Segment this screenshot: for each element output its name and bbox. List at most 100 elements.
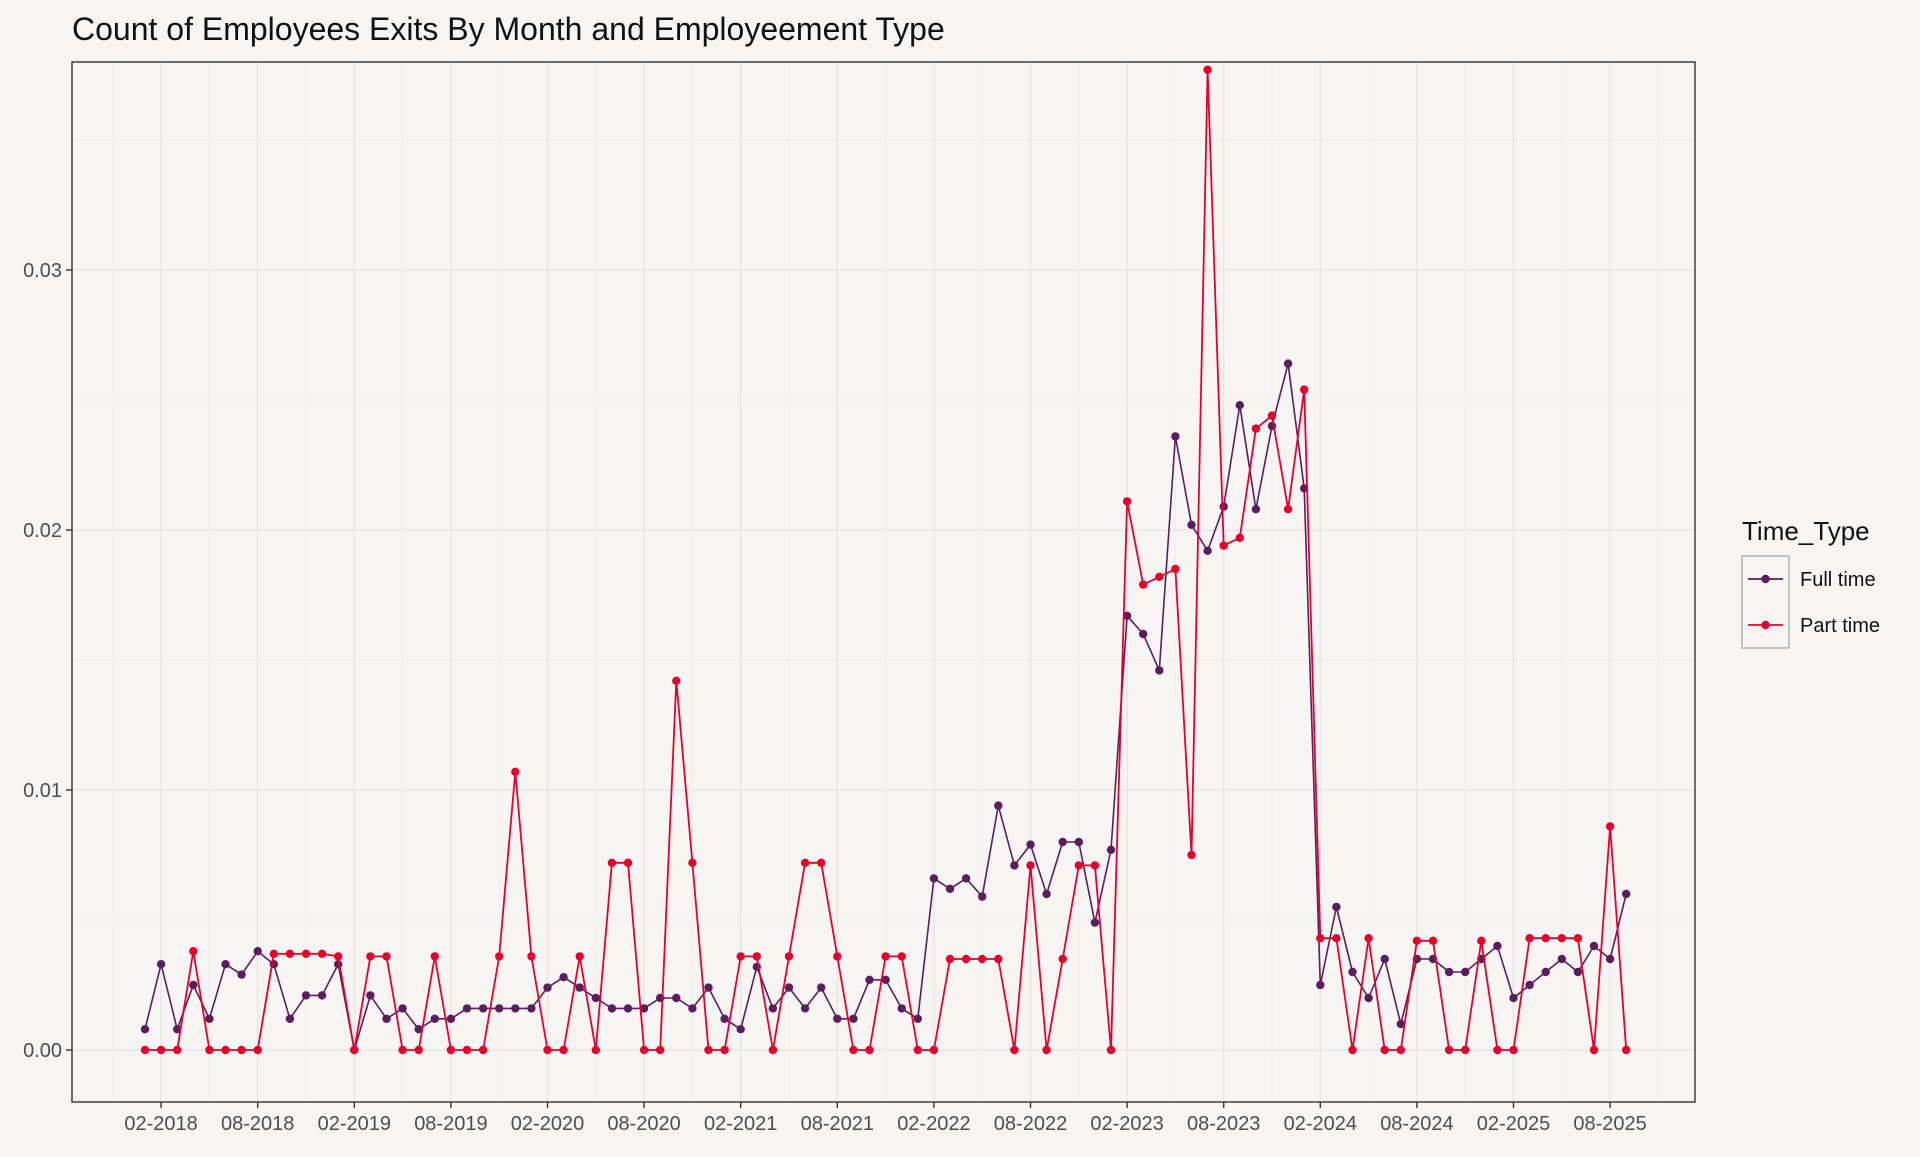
legend-label: Full time [1800,569,1876,591]
data-point [140,1025,150,1034]
x-tick-label: 02-2023 [1090,1113,1163,1135]
x-tick-label: 08-2019 [414,1113,487,1135]
data-point [1074,837,1084,847]
data-point [688,858,697,867]
data-point [1348,1045,1357,1055]
data-point [462,1004,472,1013]
data-point [768,1045,778,1055]
data-point [446,1045,456,1055]
data-point [897,952,906,961]
data-point [253,1045,262,1055]
x-tick-label: 08-2025 [1573,1113,1646,1135]
data-point [1316,980,1325,990]
legend-key-box [1741,555,1790,649]
data-point [881,952,890,961]
data-point [1412,936,1422,945]
data-point [205,1014,214,1023]
data-point [1283,505,1293,514]
x-tick-label: 08-2022 [994,1113,1067,1135]
series-part-time [140,65,1631,1055]
legend-label: Part time [1800,615,1880,637]
data-point [430,1014,439,1023]
legend-marker [1761,574,1770,584]
data-point [511,1004,520,1013]
data-point [366,991,375,1000]
data-point [639,1004,649,1013]
data-point [1187,850,1196,860]
data-point [269,949,278,958]
data-point [543,1045,552,1055]
data-point [639,1045,649,1055]
data-point [849,1014,858,1023]
data-point [1316,934,1325,943]
data-point [1605,822,1615,831]
data-point [1396,1019,1406,1029]
x-tick-label: 08-2023 [1187,1113,1260,1135]
data-point [881,975,890,984]
data-point [1106,845,1116,854]
data-point [1122,497,1132,506]
x-tick-label: 08-2021 [801,1113,874,1135]
data-point [1219,541,1228,550]
data-point [1106,1045,1116,1055]
x-tick-label: 02-2021 [704,1113,777,1135]
x-tick-label: 02-2024 [1284,1113,1357,1135]
data-point [978,892,987,901]
data-point [961,954,971,964]
data-point [736,952,745,961]
data-point [913,1045,922,1055]
data-point [478,1004,488,1013]
data-point [833,952,842,961]
data-point [1428,936,1438,945]
data-point [913,1014,922,1023]
data-point [1380,1045,1389,1055]
data-point [1171,564,1180,574]
plot-panel-border [71,61,1696,1103]
data-point [704,1045,713,1055]
data-point [398,1004,407,1013]
data-point [1300,385,1309,394]
data-point [1348,967,1357,977]
legend-item: Full time [1748,569,1876,591]
data-point [704,983,713,992]
data-point [446,1014,456,1023]
data-point [978,954,987,964]
data-point [1171,432,1180,441]
data-point [1251,505,1261,514]
data-point [559,1045,568,1055]
data-point [301,949,311,958]
data-point [173,1025,182,1034]
data-point [1026,861,1035,870]
y-tick-label: 0.03 [23,260,62,282]
data-point [237,970,246,979]
x-axis: 02-2018 08-2018 02-2019 08-2019 02-2020 08-20… [124,1102,1647,1135]
data-point [221,960,230,969]
data-point [1364,934,1373,943]
data-point [1444,967,1454,977]
data-point [1267,411,1277,420]
data-point [768,1004,778,1013]
data-point [1251,424,1261,433]
data-point [672,993,681,1003]
data-point [301,991,311,1000]
data-point [1139,580,1148,589]
data-point [1493,1045,1502,1055]
data-point [1493,941,1502,951]
data-point [1541,934,1550,943]
data-point [1235,533,1245,542]
data-point [156,960,166,969]
data-point [1203,546,1212,555]
x-tick-label: 02-2025 [1477,1113,1550,1135]
data-point [1525,980,1534,990]
data-point [1187,520,1196,529]
data-point [1444,1045,1454,1055]
data-point [285,949,295,958]
data-point [865,1045,874,1055]
y-tick-label: 0.01 [23,780,62,802]
data-point [1380,954,1389,964]
y-tick-label: 0.00 [23,1040,62,1062]
data-point [1026,840,1035,849]
data-point [849,1045,858,1055]
